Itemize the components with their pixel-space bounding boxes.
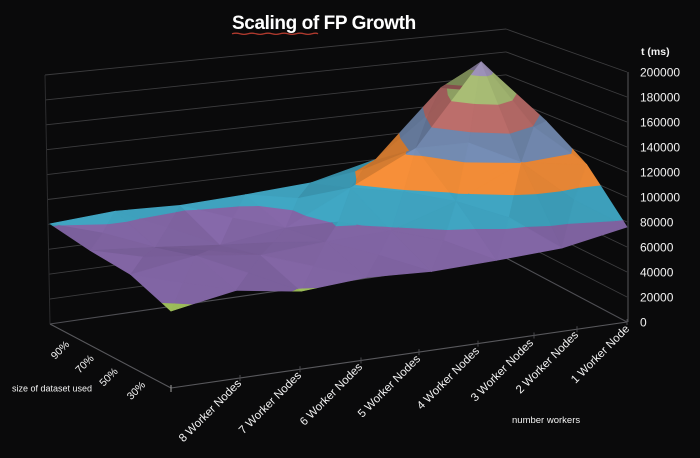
svg-text:size of dataset used: size of dataset used bbox=[12, 384, 92, 394]
svg-text:number workers: number workers bbox=[512, 415, 580, 426]
svg-text:Scaling of FP Growth: Scaling of FP Growth bbox=[232, 13, 416, 34]
svg-text:160000: 160000 bbox=[640, 116, 680, 130]
svg-text:40000: 40000 bbox=[640, 266, 674, 280]
svg-text:t (ms): t (ms) bbox=[641, 46, 670, 58]
svg-text:120000: 120000 bbox=[640, 166, 680, 180]
svg-text:140000: 140000 bbox=[640, 141, 680, 155]
svg-text:80000: 80000 bbox=[640, 216, 674, 230]
svg-text:100000: 100000 bbox=[640, 191, 680, 205]
svg-text:20000: 20000 bbox=[640, 291, 674, 305]
svg-text:200000: 200000 bbox=[640, 66, 680, 80]
svg-text:0: 0 bbox=[640, 316, 647, 330]
svg-text:180000: 180000 bbox=[640, 91, 680, 105]
svg-text:60000: 60000 bbox=[640, 241, 674, 255]
